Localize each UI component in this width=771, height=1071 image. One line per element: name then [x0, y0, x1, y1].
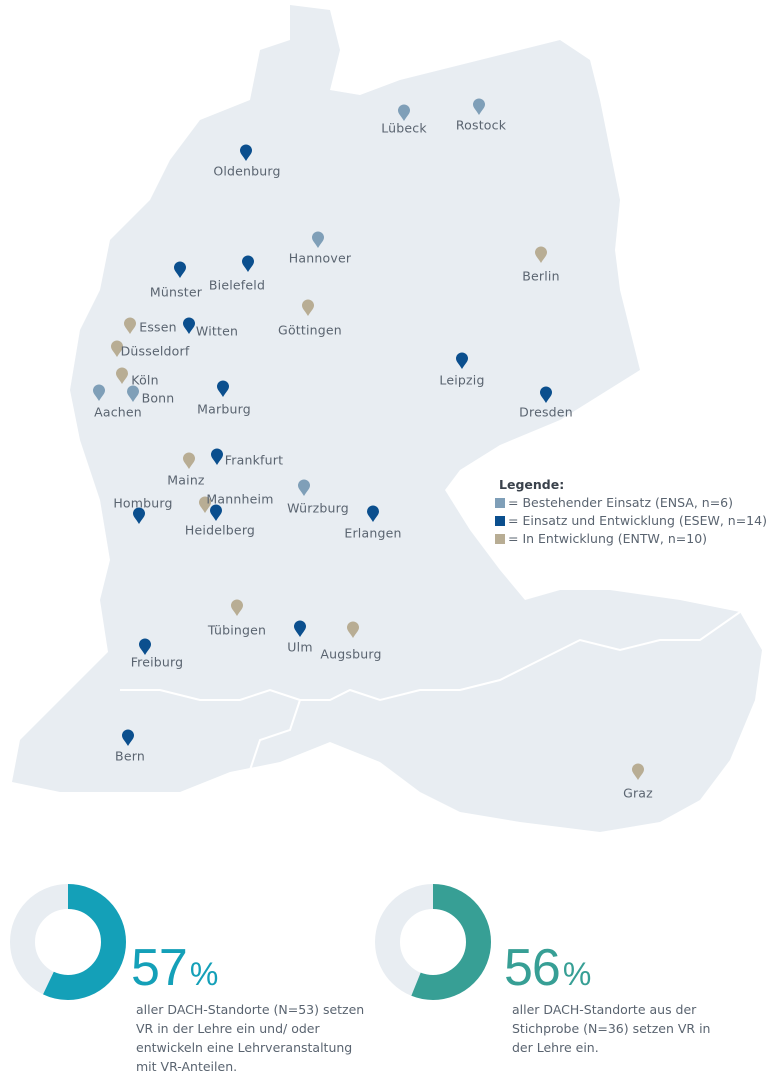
- map-pin-icon[interactable]: [239, 144, 253, 162]
- border-germany-switzerland: [120, 688, 301, 701]
- city-label: Freiburg: [130, 654, 184, 670]
- map-pin-icon[interactable]: [209, 504, 223, 522]
- legend-swatch: [495, 534, 505, 544]
- map-pin-icon[interactable]: [110, 340, 124, 358]
- stat-2-description: aller DACH-Standorte aus der Stichprobe …: [512, 1002, 711, 1055]
- city-label: Lübeck: [381, 120, 427, 136]
- city-label: Augsburg: [320, 646, 382, 662]
- map-pin-icon[interactable]: [455, 352, 469, 370]
- city-label: Berlin: [522, 268, 560, 284]
- map-pin-icon[interactable]: [293, 620, 307, 638]
- city-label: Tübingen: [207, 622, 267, 638]
- donut-chart-2: [375, 884, 491, 1000]
- city-label: Dresden: [519, 404, 573, 420]
- map-pin-icon[interactable]: [631, 763, 645, 781]
- map-pin-icon[interactable]: [182, 317, 196, 335]
- city-label: Graz: [623, 785, 653, 801]
- legend-label: = Einsatz und Entwicklung (ESEW, n=14): [508, 513, 767, 528]
- city-label: Münster: [149, 284, 203, 300]
- city-label: Witten: [195, 323, 239, 339]
- stat-1-percent: 57%: [131, 939, 218, 997]
- city-label: Köln: [131, 372, 159, 388]
- city-label: Erlangen: [344, 525, 402, 541]
- city-label: Bielefeld: [208, 277, 266, 293]
- legend-swatch: [495, 516, 505, 526]
- map-pin-icon[interactable]: [534, 246, 548, 264]
- border-switzerland-austria: [249, 699, 301, 771]
- map-pin-icon[interactable]: [198, 496, 212, 514]
- city-label: Leipzig: [439, 372, 485, 388]
- city-label: Oldenburg: [213, 163, 281, 179]
- map-pin-icon[interactable]: [126, 385, 140, 403]
- map-pin-icon[interactable]: [241, 255, 255, 273]
- legend: Legende: = Bestehender Einsatz (ENSA, n=…: [495, 476, 767, 548]
- map-pin-icon[interactable]: [301, 299, 315, 317]
- donut-fill: [10, 884, 126, 1000]
- city-label: Mainz: [167, 472, 205, 488]
- city-label: Göttingen: [278, 322, 342, 338]
- city-label: Homburg: [113, 495, 173, 511]
- city-label: Düsseldorf: [120, 343, 190, 359]
- dach-landmass: [12, 5, 762, 832]
- map-pin-icon[interactable]: [297, 479, 311, 497]
- map-pin-icon[interactable]: [472, 98, 486, 116]
- map-pin-icon[interactable]: [115, 367, 129, 385]
- city-label: Ulm: [287, 639, 313, 655]
- legend-title: Legende:: [499, 477, 565, 492]
- map-pin-icon[interactable]: [92, 384, 106, 402]
- legend-label: = In Entwicklung (ENTW, n=10): [508, 531, 708, 546]
- city-label: Aachen: [94, 404, 142, 420]
- map-pin-icon[interactable]: [366, 505, 380, 523]
- donut-fill: [375, 884, 491, 1000]
- city-label: Essen: [139, 319, 177, 335]
- city-label: Bonn: [141, 390, 175, 406]
- donut-chart-1: [10, 884, 126, 1000]
- city-label: Heidelberg: [184, 522, 256, 538]
- legend-label: = Bestehender Einsatz (ENSA, n=6): [508, 495, 734, 510]
- city-label: Würzburg: [287, 500, 349, 516]
- map-pin-icon[interactable]: [346, 621, 360, 639]
- border-germany-austria: [300, 611, 741, 702]
- map-pin-icon[interactable]: [311, 231, 325, 249]
- map-pin-icon[interactable]: [123, 317, 137, 335]
- map-pin-icon[interactable]: [210, 448, 224, 466]
- map-pin-icon[interactable]: [182, 452, 196, 470]
- city-label: Hannover: [288, 250, 352, 266]
- map-pin-icon[interactable]: [138, 638, 152, 656]
- map-pin-icon[interactable]: [216, 380, 230, 398]
- city-label: Frankfurt: [224, 452, 284, 468]
- map-pin-icon[interactable]: [230, 599, 244, 617]
- stat-1-description: aller DACH-Standorte (N=53) setzen VR in…: [136, 1002, 365, 1071]
- legend-item-ensa: = Bestehender Einsatz (ENSA, n=6): [495, 494, 767, 512]
- legend-item-entw: = In Entwicklung (ENTW, n=10): [495, 530, 767, 548]
- legend-item-esew: = Einsatz und Entwicklung (ESEW, n=14): [495, 512, 767, 530]
- dach-region-map: [12, 5, 762, 832]
- stat-2-percent: 56%: [504, 939, 591, 997]
- map-pin-icon[interactable]: [397, 104, 411, 122]
- city-label: Rostock: [455, 117, 507, 133]
- map-pin-icon[interactable]: [539, 386, 553, 404]
- map-pin-icon[interactable]: [121, 729, 135, 747]
- legend-swatch: [495, 498, 505, 508]
- map-pin-icon[interactable]: [132, 507, 146, 525]
- city-label: Marburg: [197, 401, 251, 417]
- city-label: Mannheim: [206, 491, 274, 507]
- map-pin-icon[interactable]: [173, 261, 187, 279]
- city-label: Bern: [115, 748, 145, 764]
